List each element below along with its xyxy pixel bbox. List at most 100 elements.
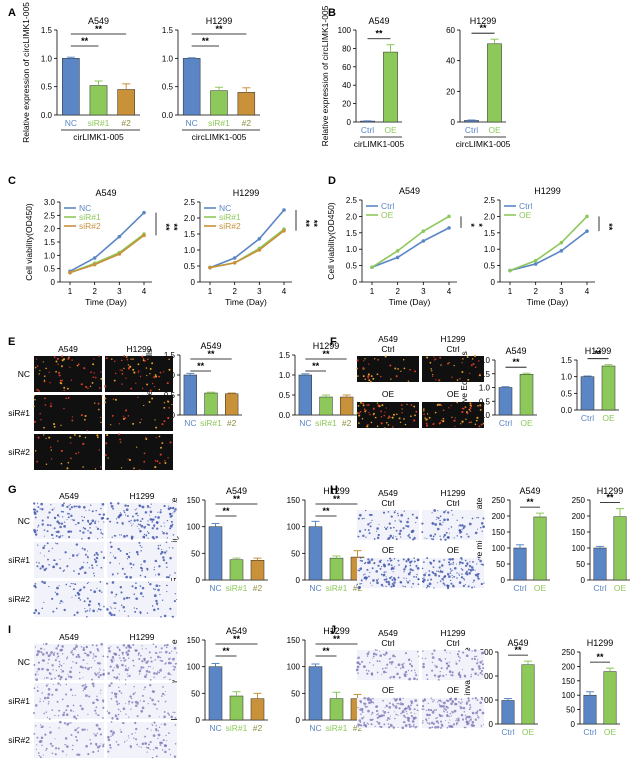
stained-cell [73, 647, 76, 651]
stained-cell [389, 557, 392, 560]
stained-cell [395, 536, 397, 538]
stained-cell [134, 700, 138, 704]
stained-cell [410, 725, 413, 728]
stained-cell [131, 525, 133, 527]
stained-cell [137, 652, 141, 655]
stained-cell [142, 595, 144, 598]
column-label: H1299 [129, 632, 154, 642]
y-tick-label: 0.5 [41, 83, 53, 92]
stained-cell [471, 720, 475, 724]
stained-cell [391, 578, 394, 581]
stained-cell [382, 710, 384, 712]
stained-cell [421, 522, 424, 525]
stained-cell [152, 643, 155, 645]
stained-cell [480, 725, 483, 727]
stained-cell [135, 607, 138, 610]
stained-cell [163, 420, 166, 423]
stained-cell [406, 520, 409, 524]
stained-cell [70, 514, 73, 518]
stained-cell [163, 371, 165, 373]
stained-cell [362, 367, 365, 370]
stained-cell [465, 702, 469, 705]
stained-cell [92, 685, 95, 688]
stained-cell [442, 536, 445, 538]
stained-cell [474, 366, 477, 369]
stained-cell [170, 657, 172, 659]
stained-cell [110, 552, 112, 554]
stained-cell [43, 555, 45, 557]
stained-cell [96, 695, 98, 698]
stained-cell [159, 744, 162, 746]
stained-cell [151, 756, 154, 759]
stained-cell [47, 687, 51, 691]
stained-cell [376, 671, 379, 674]
stained-cell [364, 573, 366, 575]
stained-cell [109, 606, 111, 608]
stained-cell [66, 658, 68, 660]
stained-cell [455, 719, 457, 722]
stained-cell [441, 564, 444, 567]
stained-cell [407, 669, 410, 672]
stained-cell [98, 714, 100, 717]
stained-cell [434, 411, 437, 414]
stained-cell [125, 377, 127, 379]
stained-cell [140, 709, 144, 713]
stained-cell [37, 544, 39, 546]
stained-cell [430, 578, 433, 581]
stained-cell [400, 404, 403, 406]
stained-cell [397, 514, 399, 517]
stained-cell [39, 724, 42, 726]
stained-cell [369, 525, 372, 528]
stained-cell [82, 658, 85, 662]
data-point [585, 214, 589, 219]
stained-cell [408, 533, 410, 536]
stained-cell [461, 568, 464, 571]
stained-cell [110, 545, 113, 549]
stained-cell [431, 370, 433, 372]
chart-title: H1299 [585, 346, 612, 356]
stained-cell [102, 717, 104, 719]
stained-cell [473, 586, 476, 588]
stained-cell [125, 508, 129, 512]
stained-cell [56, 542, 59, 545]
stained-cell [355, 668, 359, 672]
stained-cell [422, 650, 424, 652]
stained-cell [113, 534, 116, 537]
stained-cell [69, 558, 71, 560]
sig-label: ** [594, 349, 602, 359]
stained-cell [392, 413, 395, 416]
stained-cell [400, 513, 404, 517]
stained-cell [41, 580, 44, 583]
stained-cell [135, 727, 138, 731]
stained-cell [39, 508, 41, 510]
x-tick-label: 1 [508, 287, 513, 296]
stained-cell [137, 363, 140, 366]
stained-cell [384, 427, 386, 429]
stained-cell [390, 676, 392, 678]
data-point [421, 239, 426, 243]
stained-cell [126, 739, 128, 741]
stained-cell [138, 370, 140, 372]
stained-cell [47, 702, 50, 705]
legend-label: OE [381, 210, 394, 220]
stained-cell [432, 423, 435, 426]
stained-cell [444, 708, 447, 711]
chart-title: A549 [505, 346, 526, 356]
x-tick-label: OE [520, 418, 533, 428]
stained-cell [368, 363, 370, 365]
stained-cell [61, 653, 64, 655]
stained-cell [73, 519, 75, 522]
stained-cell [132, 523, 134, 525]
stained-cell [167, 576, 170, 579]
stained-cell [405, 560, 408, 563]
stained-cell [110, 721, 113, 723]
stained-cell [138, 745, 140, 747]
stained-cell [149, 510, 153, 514]
stained-cell [460, 576, 464, 579]
stained-cell [136, 715, 139, 718]
stained-cell [56, 520, 60, 524]
stained-cell [150, 503, 152, 505]
chart-title: A549 [95, 188, 116, 198]
stained-cell [132, 368, 135, 371]
stained-cell [389, 718, 391, 720]
